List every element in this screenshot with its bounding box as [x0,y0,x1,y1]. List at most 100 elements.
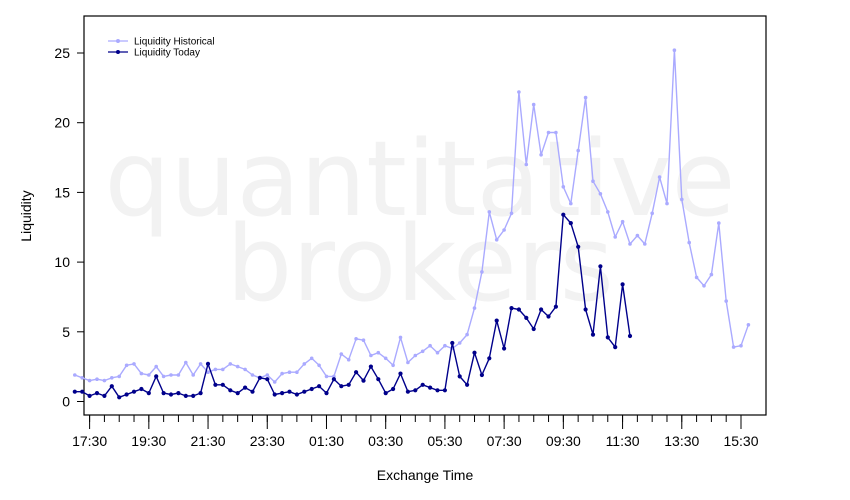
data-point [583,95,588,100]
data-point [554,130,558,135]
data-point [531,326,536,332]
data-point [383,356,388,361]
data-point [243,367,247,372]
data-point [428,343,432,348]
data-point [435,388,440,393]
data-point [628,242,632,246]
x-tick-label: 15:30 [723,433,758,449]
y-tick-label: 5 [62,324,70,340]
data-point [87,393,92,398]
data-point [72,389,77,394]
y-axis-title: Liquidity [18,190,34,241]
data-point [332,374,336,379]
series-layer [72,48,751,400]
data-point [339,384,344,389]
data-point [590,332,596,337]
data-point [746,323,751,327]
data-point [731,345,736,349]
data-point [516,307,522,312]
data-point [280,371,284,376]
data-point [569,201,573,206]
data-point [361,338,366,343]
data-point [650,211,654,216]
data-point [235,391,240,396]
data-point [420,382,425,387]
data-point [94,391,100,396]
data-point [339,352,344,356]
data-point [198,391,203,396]
data-point [168,392,174,397]
data-point [709,272,714,277]
data-point [146,391,151,396]
series-line [74,213,631,398]
data-point [369,353,373,358]
data-point [250,373,255,377]
watermark-line-2: brokers [226,203,614,325]
data-point [131,389,137,394]
watermark: quantitative brokers [105,118,736,325]
data-point [80,389,85,394]
data-point [154,364,158,369]
data-point [583,307,588,312]
data-point [398,335,403,340]
data-point [206,370,210,375]
data-point [302,362,307,366]
data-point [391,363,395,368]
data-point [487,210,492,214]
data-point [502,346,507,351]
data-point [169,373,173,377]
watermark-line-1: quantitative [105,118,736,240]
data-point [235,364,240,369]
y-axis: 0 5 10 15 20 25 [54,45,84,410]
data-point [687,240,691,245]
data-point [139,386,144,392]
data-point [605,335,610,340]
y-tick-label: 20 [54,115,70,131]
data-point [413,353,418,358]
data-point [287,370,292,375]
x-tick-label: 23:30 [250,433,285,449]
data-point [480,270,484,274]
data-point [324,374,329,379]
data-point [302,389,307,394]
data-point [613,235,617,239]
data-point [309,356,314,361]
data-point [568,221,573,226]
data-point [161,391,166,396]
data-point [479,372,484,378]
data-point [361,378,366,383]
data-point [539,153,543,157]
x-tick-label: 11:30 [606,433,640,449]
data-point [539,307,544,312]
data-point [472,350,477,355]
data-point [406,360,410,365]
data-point [95,377,99,382]
series-historical [73,48,751,384]
data-point [102,378,107,383]
y-tick-label: 10 [54,254,70,270]
data-point [376,350,381,355]
legend-label-today: Liquidity Today [134,48,200,59]
data-point [635,233,640,238]
data-point [117,395,122,400]
data-point [124,363,129,368]
data-point [487,356,492,361]
data-point [257,375,262,380]
data-point [147,373,151,377]
data-point [102,393,107,398]
data-point [576,244,581,249]
data-point [561,212,566,217]
data-point [243,385,248,390]
data-point [405,389,410,394]
data-point [73,373,77,377]
data-point [524,162,529,167]
data-point [183,393,188,398]
data-point [694,275,699,280]
data-point [280,391,285,396]
data-point [435,350,440,355]
data-point [391,386,396,392]
data-point [191,393,196,398]
data-point [265,377,270,382]
data-point [457,341,462,345]
